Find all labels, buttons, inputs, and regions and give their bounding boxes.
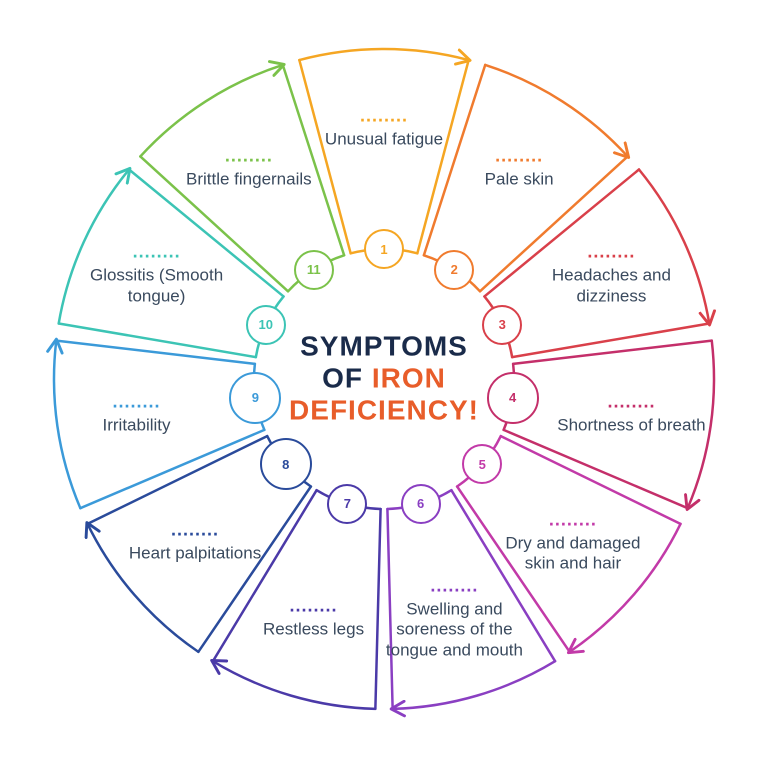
segment-label-text-7: Restless legs <box>263 620 364 639</box>
segment-number-8: 8 <box>260 438 312 490</box>
segment-label-text-1: Unusual fatigue <box>325 130 443 149</box>
segment-number-4: 4 <box>487 372 539 424</box>
dots-icon: ........ <box>82 244 232 260</box>
segment-label-text-2: Pale skin <box>485 170 554 189</box>
segment-number-5: 5 <box>462 444 502 484</box>
dots-icon: ........ <box>309 108 459 124</box>
segment-label-10: ........ Glossitis (Smooth tongue) <box>82 244 232 307</box>
dots-icon: ........ <box>498 511 648 527</box>
segment-label-text-5: Dry and damaged skin and hair <box>505 533 640 572</box>
dots-icon: ........ <box>239 598 389 614</box>
segment-label-8: ........ Heart palpitations <box>120 521 270 564</box>
title-of: OF <box>322 363 363 394</box>
title-iron: IRON <box>372 363 446 394</box>
dots-icon: ........ <box>536 244 686 260</box>
title-line3: DEFICIENCY! <box>289 395 479 427</box>
segment-label-text-9: Irritability <box>103 415 171 434</box>
segment-label-text-8: Heart palpitations <box>129 544 261 563</box>
segment-number-10: 10 <box>246 305 286 345</box>
dots-icon: ........ <box>444 147 594 163</box>
segment-number-9: 9 <box>229 372 281 424</box>
segment-label-11: ........ Brittle fingernails <box>174 147 324 190</box>
segment-label-7: ........ Restless legs <box>239 598 389 641</box>
dots-icon: ........ <box>379 577 529 593</box>
segment-number-7: 7 <box>327 484 367 524</box>
segment-label-4: ........ Shortness of breath <box>556 393 706 436</box>
title-line1: SYMPTOMS <box>289 331 479 363</box>
segment-number-6: 6 <box>401 484 441 524</box>
segment-number-2: 2 <box>434 250 474 290</box>
segment-label-text-6: Swelling and soreness of the tongue and … <box>386 599 523 659</box>
dots-icon: ........ <box>174 147 324 163</box>
segment-number-11: 11 <box>294 250 334 290</box>
dots-icon: ........ <box>120 521 270 537</box>
segment-label-text-4: Shortness of breath <box>557 415 705 434</box>
segment-label-text-3: Headaches and dizziness <box>552 266 671 305</box>
segment-number-1: 1 <box>364 229 404 269</box>
segment-label-text-11: Brittle fingernails <box>186 170 312 189</box>
segment-label-2: ........ Pale skin <box>444 147 594 190</box>
dots-icon: ........ <box>556 393 706 409</box>
dots-icon: ........ <box>62 393 212 409</box>
segment-label-text-10: Glossitis (Smooth tongue) <box>90 266 223 305</box>
center-title: SYMPTOMS OF IRON DEFICIENCY! <box>289 331 479 428</box>
segment-number-3: 3 <box>482 305 522 345</box>
segment-label-1: ........ Unusual fatigue <box>309 108 459 151</box>
segment-label-6: ........ Swelling and soreness of the ton… <box>379 577 529 660</box>
segment-label-5: ........ Dry and damaged skin and hair <box>498 511 648 574</box>
segment-label-3: ........ Headaches and dizziness <box>536 244 686 307</box>
segment-label-9: ........ Irritability <box>62 393 212 436</box>
